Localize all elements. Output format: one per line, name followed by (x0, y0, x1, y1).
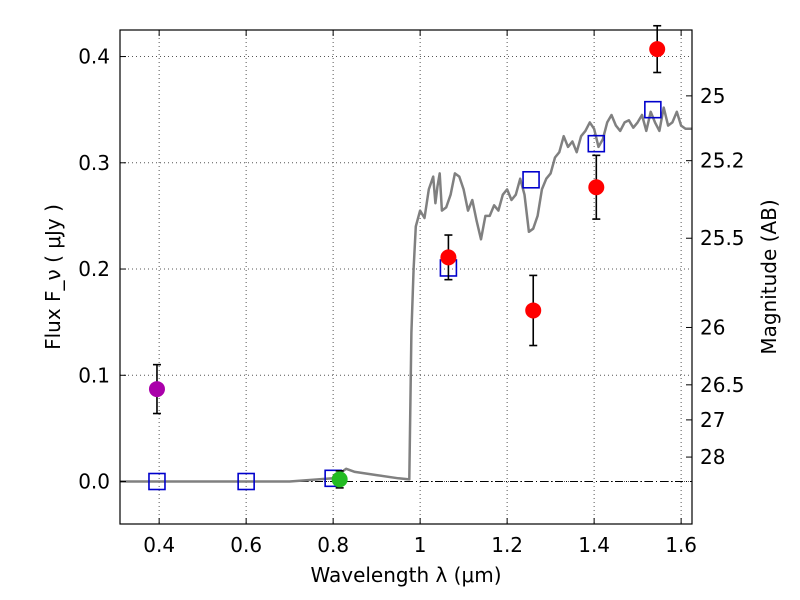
x-tick-label: 0.4 (143, 533, 175, 557)
model-sed-line (120, 106, 692, 483)
right-axis-label: Magnitude (AB) (757, 199, 781, 354)
x-tick-label: 0.8 (317, 533, 349, 557)
y-tick-label: 0.4 (78, 45, 110, 69)
right-tick-label: 25.2 (700, 149, 745, 173)
model-points-layer (148, 100, 662, 491)
observed-point (440, 249, 457, 266)
y-tick-label: 0.3 (78, 151, 110, 175)
y-tick-label: 0.1 (78, 363, 110, 387)
observed-point (148, 381, 165, 398)
y-tick-label: 0.2 (78, 257, 110, 281)
x-tick-label: 1 (414, 533, 427, 557)
y-axis-label: Flux F_ν ( μJy ) (41, 204, 65, 350)
x-tick-label: 1.2 (491, 533, 523, 557)
x-tick-label: 0.6 (230, 533, 262, 557)
y-axis-ticks: 0.0 0.1 0.2 0.3 0.4 (78, 45, 126, 494)
right-tick-label: 26 (700, 315, 725, 339)
observed-point (525, 302, 542, 319)
observed-point (331, 471, 348, 488)
y-tick-label: 0.0 (78, 470, 110, 494)
grid (120, 30, 692, 524)
model-square-marker (237, 472, 255, 491)
observed-points-layer (148, 24, 666, 489)
model-square-marker (587, 134, 606, 153)
right-tick-label: 26.5 (700, 373, 745, 397)
model-square-marker (148, 472, 166, 491)
right-tick-label: 27 (700, 408, 725, 432)
model-square-marker (522, 170, 540, 189)
observed-point (649, 41, 666, 58)
right-axis-ticks: 25 25.2 25.5 26 26.5 27 28 (686, 84, 745, 469)
model-square-marker (644, 100, 662, 119)
x-tick-label: 1.4 (578, 533, 610, 557)
observed-point (588, 179, 605, 196)
x-axis-label: Wavelength λ (μm) (310, 563, 501, 587)
x-tick-label: 1.6 (665, 533, 697, 557)
right-tick-label: 25.5 (700, 226, 745, 250)
model-sed-layer (120, 106, 692, 483)
x-axis-ticks: 0.4 0.6 0.8 1 1.2 1.4 1.6 (143, 30, 697, 557)
right-tick-label: 25 (700, 84, 725, 108)
plot-frame (119, 29, 693, 525)
right-tick-label: 28 (700, 445, 725, 469)
